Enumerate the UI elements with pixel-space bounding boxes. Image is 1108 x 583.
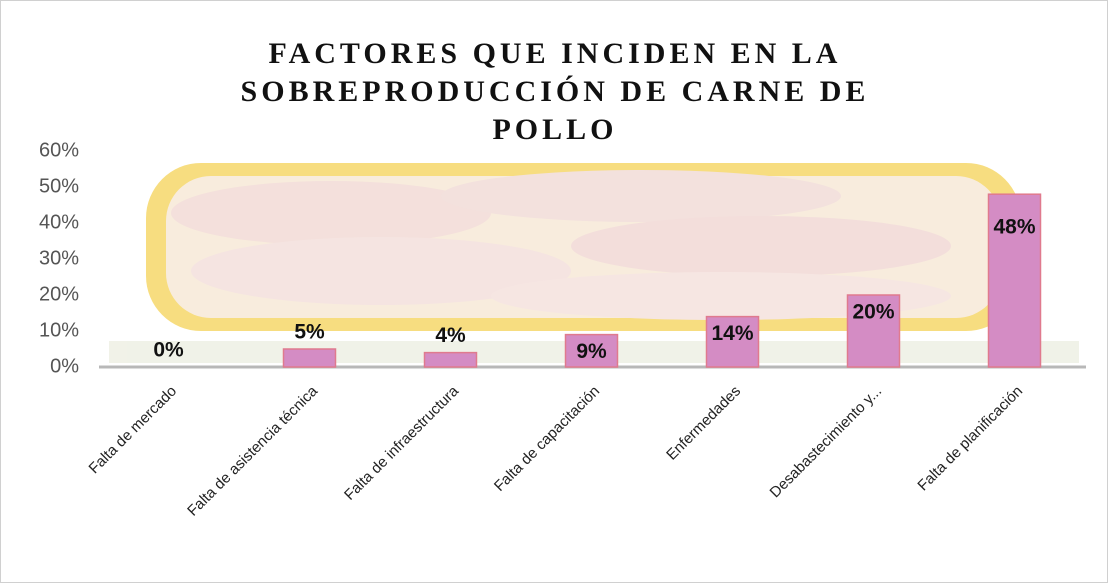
x-tick-label: Falta de planificación — [914, 383, 1026, 495]
drumstick — [441, 170, 841, 222]
value-label: 9% — [576, 340, 607, 363]
y-tick-label: 10% — [39, 319, 79, 341]
x-tick-label: Falta de mercado — [86, 383, 181, 478]
drumstick — [571, 216, 951, 276]
bar — [425, 353, 477, 367]
background-photo — [109, 163, 1079, 363]
x-tick-label: Falta de capacitación — [491, 383, 603, 495]
value-label: 48% — [993, 216, 1035, 239]
value-label: 0% — [153, 339, 184, 362]
y-tick-label: 40% — [39, 211, 79, 233]
y-tick-label: 0% — [50, 355, 79, 377]
bar — [284, 349, 336, 367]
value-label: 14% — [711, 322, 753, 345]
value-label: 5% — [294, 321, 325, 344]
x-tick-label: Falta de infraestructura — [341, 382, 463, 504]
value-label: 4% — [435, 324, 466, 347]
x-tick-label: Enfermedades — [663, 383, 744, 464]
y-tick-label: 60% — [39, 139, 79, 161]
chart-container: 0% 10% 20% 30% 40% 50% 60% 0% Falta de mercado 5%… — [0, 0, 1108, 583]
value-label: 20% — [852, 301, 894, 324]
y-tick-label: 50% — [39, 175, 79, 197]
y-tick-label: 30% — [39, 247, 79, 269]
drumstick — [171, 181, 491, 245]
x-tick-label: Falta de asistencia técnica — [184, 382, 321, 519]
y-tick-label: 20% — [39, 283, 79, 305]
chart-title: FACTORES QUE INCIDEN EN LA SOBREPRODUCCI… — [205, 35, 905, 149]
x-tick-label: Desabastecimiento y... — [767, 383, 886, 502]
